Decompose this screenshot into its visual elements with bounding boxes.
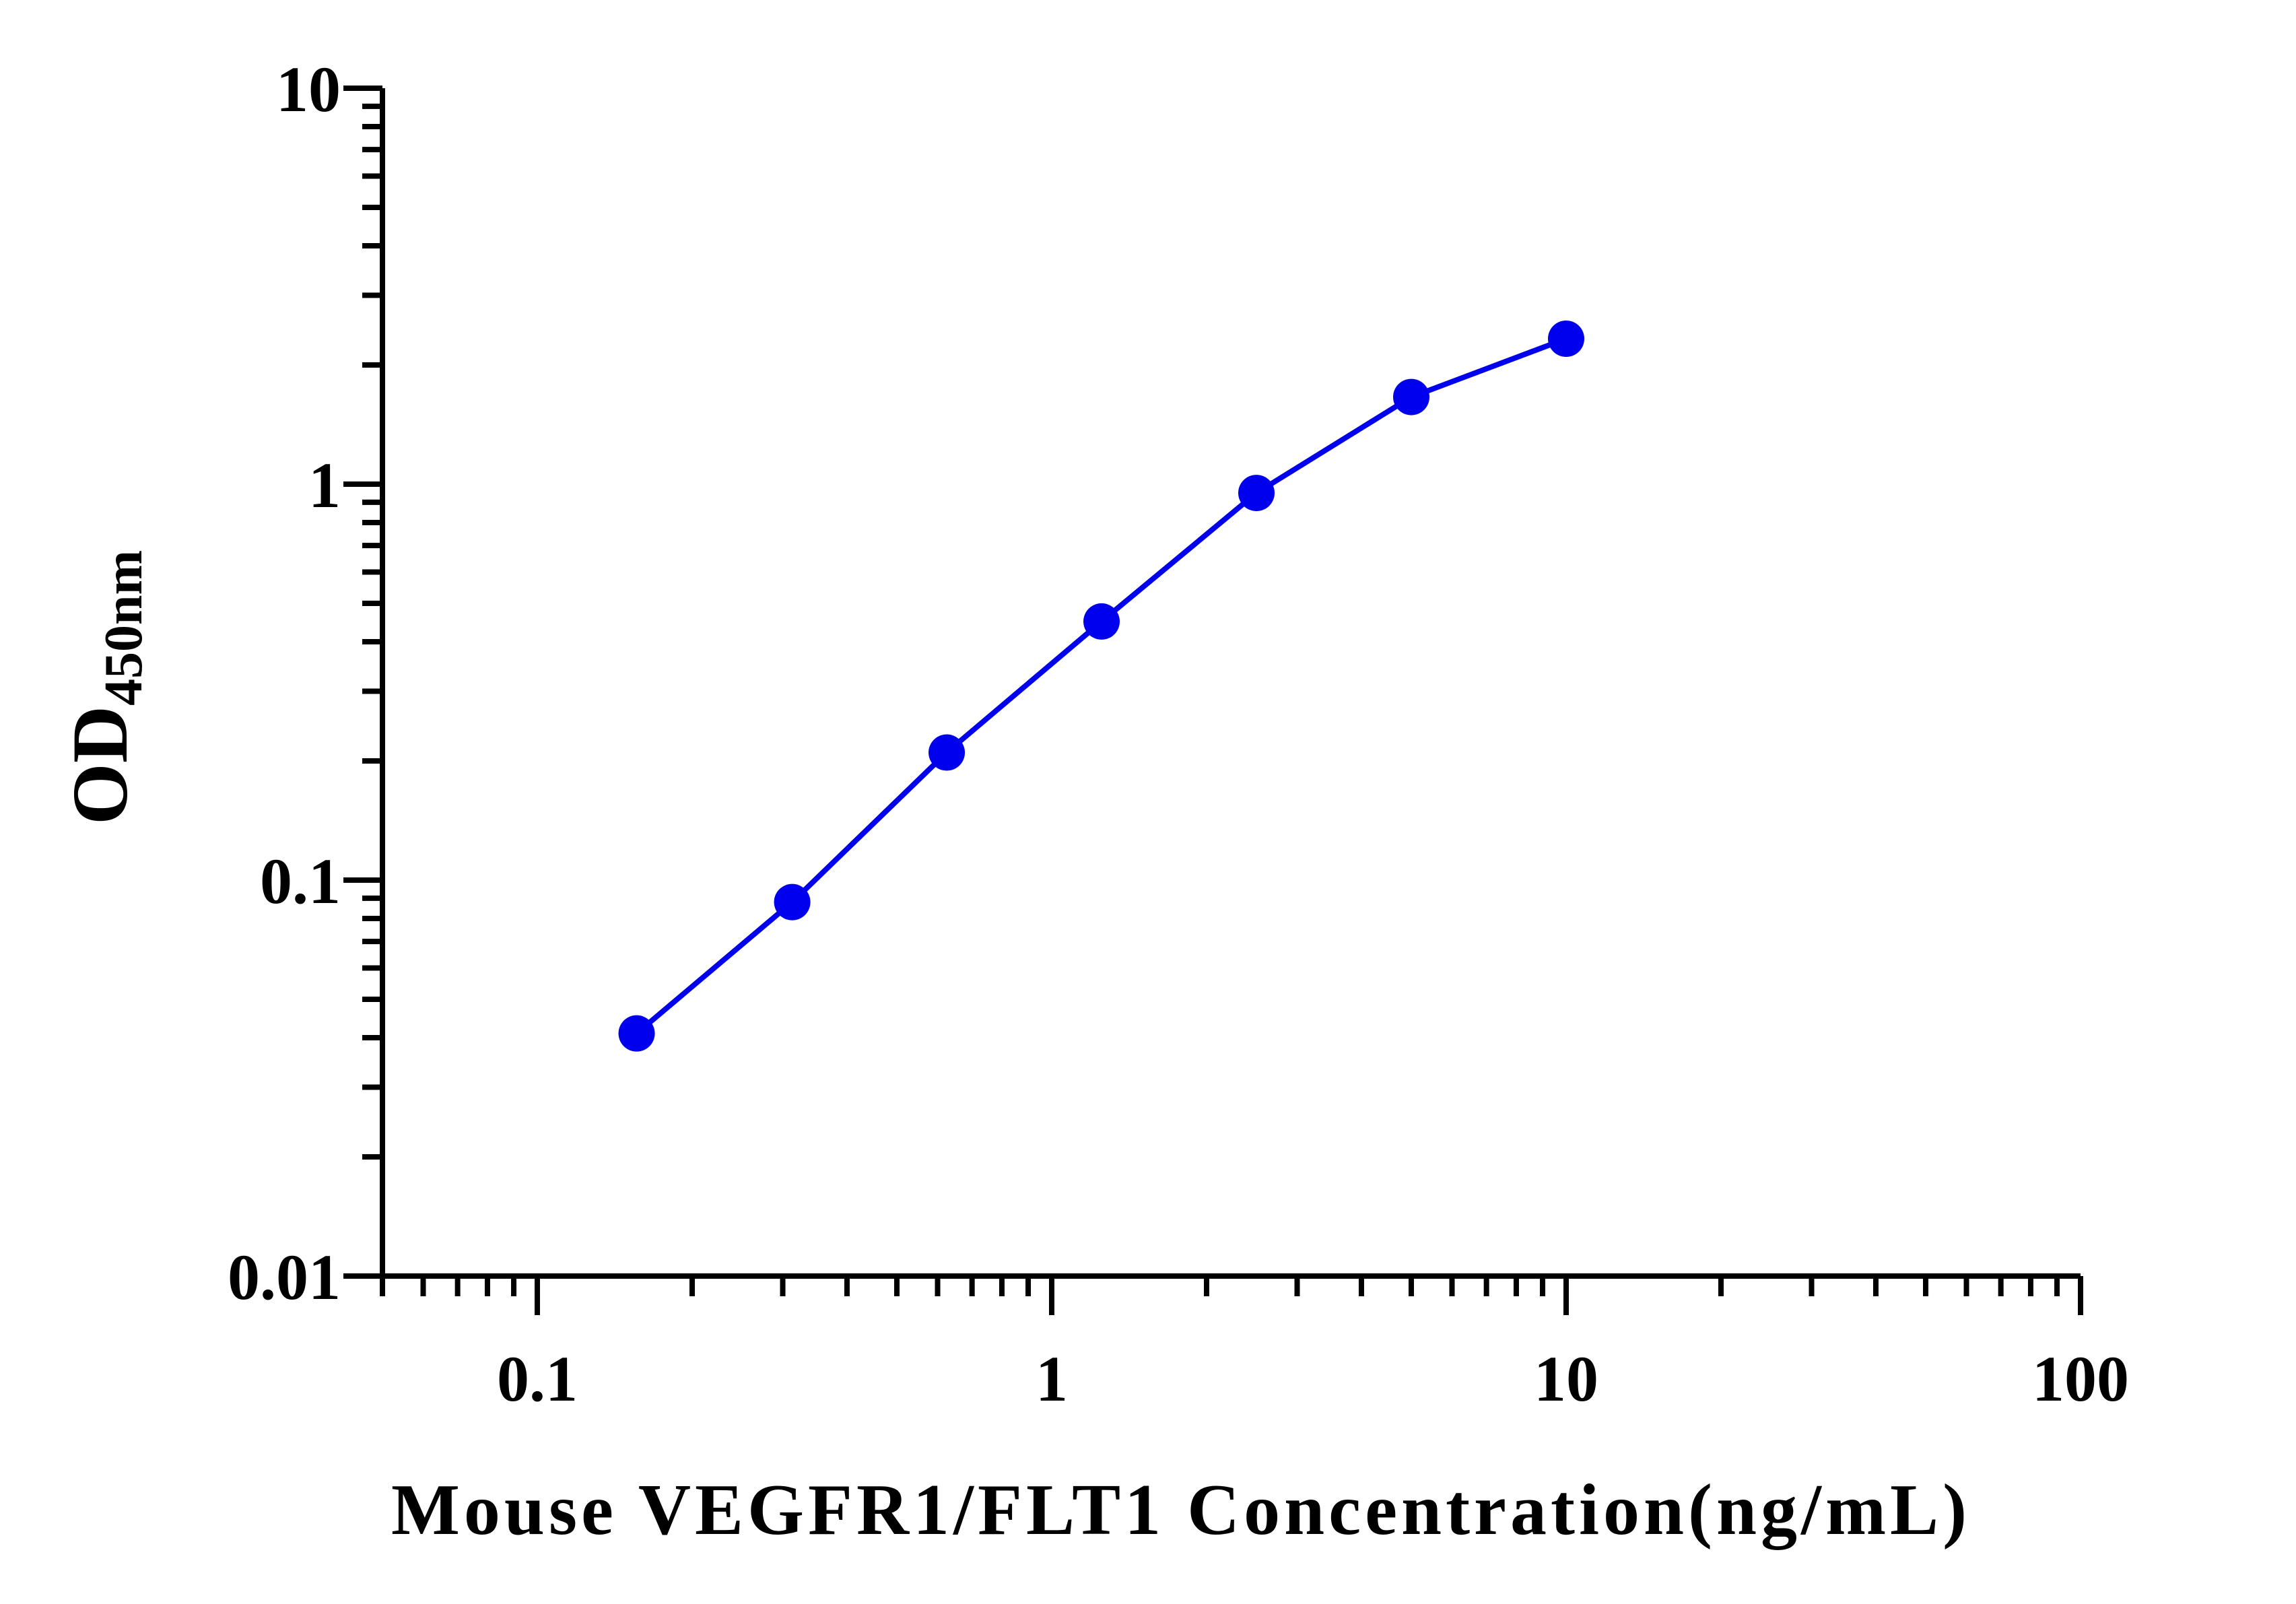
- y-axis-ticks: [343, 86, 382, 1279]
- x-axis-ticks: [380, 1276, 2083, 1315]
- data-point: [1547, 320, 1584, 357]
- data-point: [1238, 475, 1275, 512]
- y-axis-label-main: OD: [56, 706, 144, 825]
- data-point: [618, 1015, 655, 1052]
- x-tick-label: 10: [1534, 1343, 1598, 1415]
- x-axis-label: Mouse VEGFR1/FLT1 Concentration(ng/mL): [391, 1470, 1971, 1550]
- x-axis-tick-labels: 0.1 1 10 100: [497, 1343, 2129, 1415]
- data-series: [618, 320, 1584, 1052]
- x-tick-label: 100: [2032, 1343, 2129, 1415]
- y-axis-label-subscript: 450nm: [94, 550, 154, 706]
- data-point: [1393, 378, 1430, 415]
- data-point: [1083, 603, 1120, 640]
- data-point: [928, 734, 966, 771]
- axes: [380, 88, 2081, 1279]
- data-point: [774, 883, 811, 921]
- y-tick-label: 1: [308, 449, 341, 521]
- y-axis-label: OD450nm: [56, 550, 154, 825]
- x-tick-label: 0.1: [497, 1343, 578, 1415]
- y-axis-tick-labels: 0.01 0.1 1 10: [228, 53, 341, 1313]
- x-tick-label: 1: [1036, 1343, 1068, 1415]
- y-tick-label: 0.1: [260, 845, 341, 917]
- y-tick-label: 0.01: [228, 1241, 341, 1313]
- series-line: [634, 336, 1567, 1036]
- y-tick-label: 10: [276, 53, 341, 125]
